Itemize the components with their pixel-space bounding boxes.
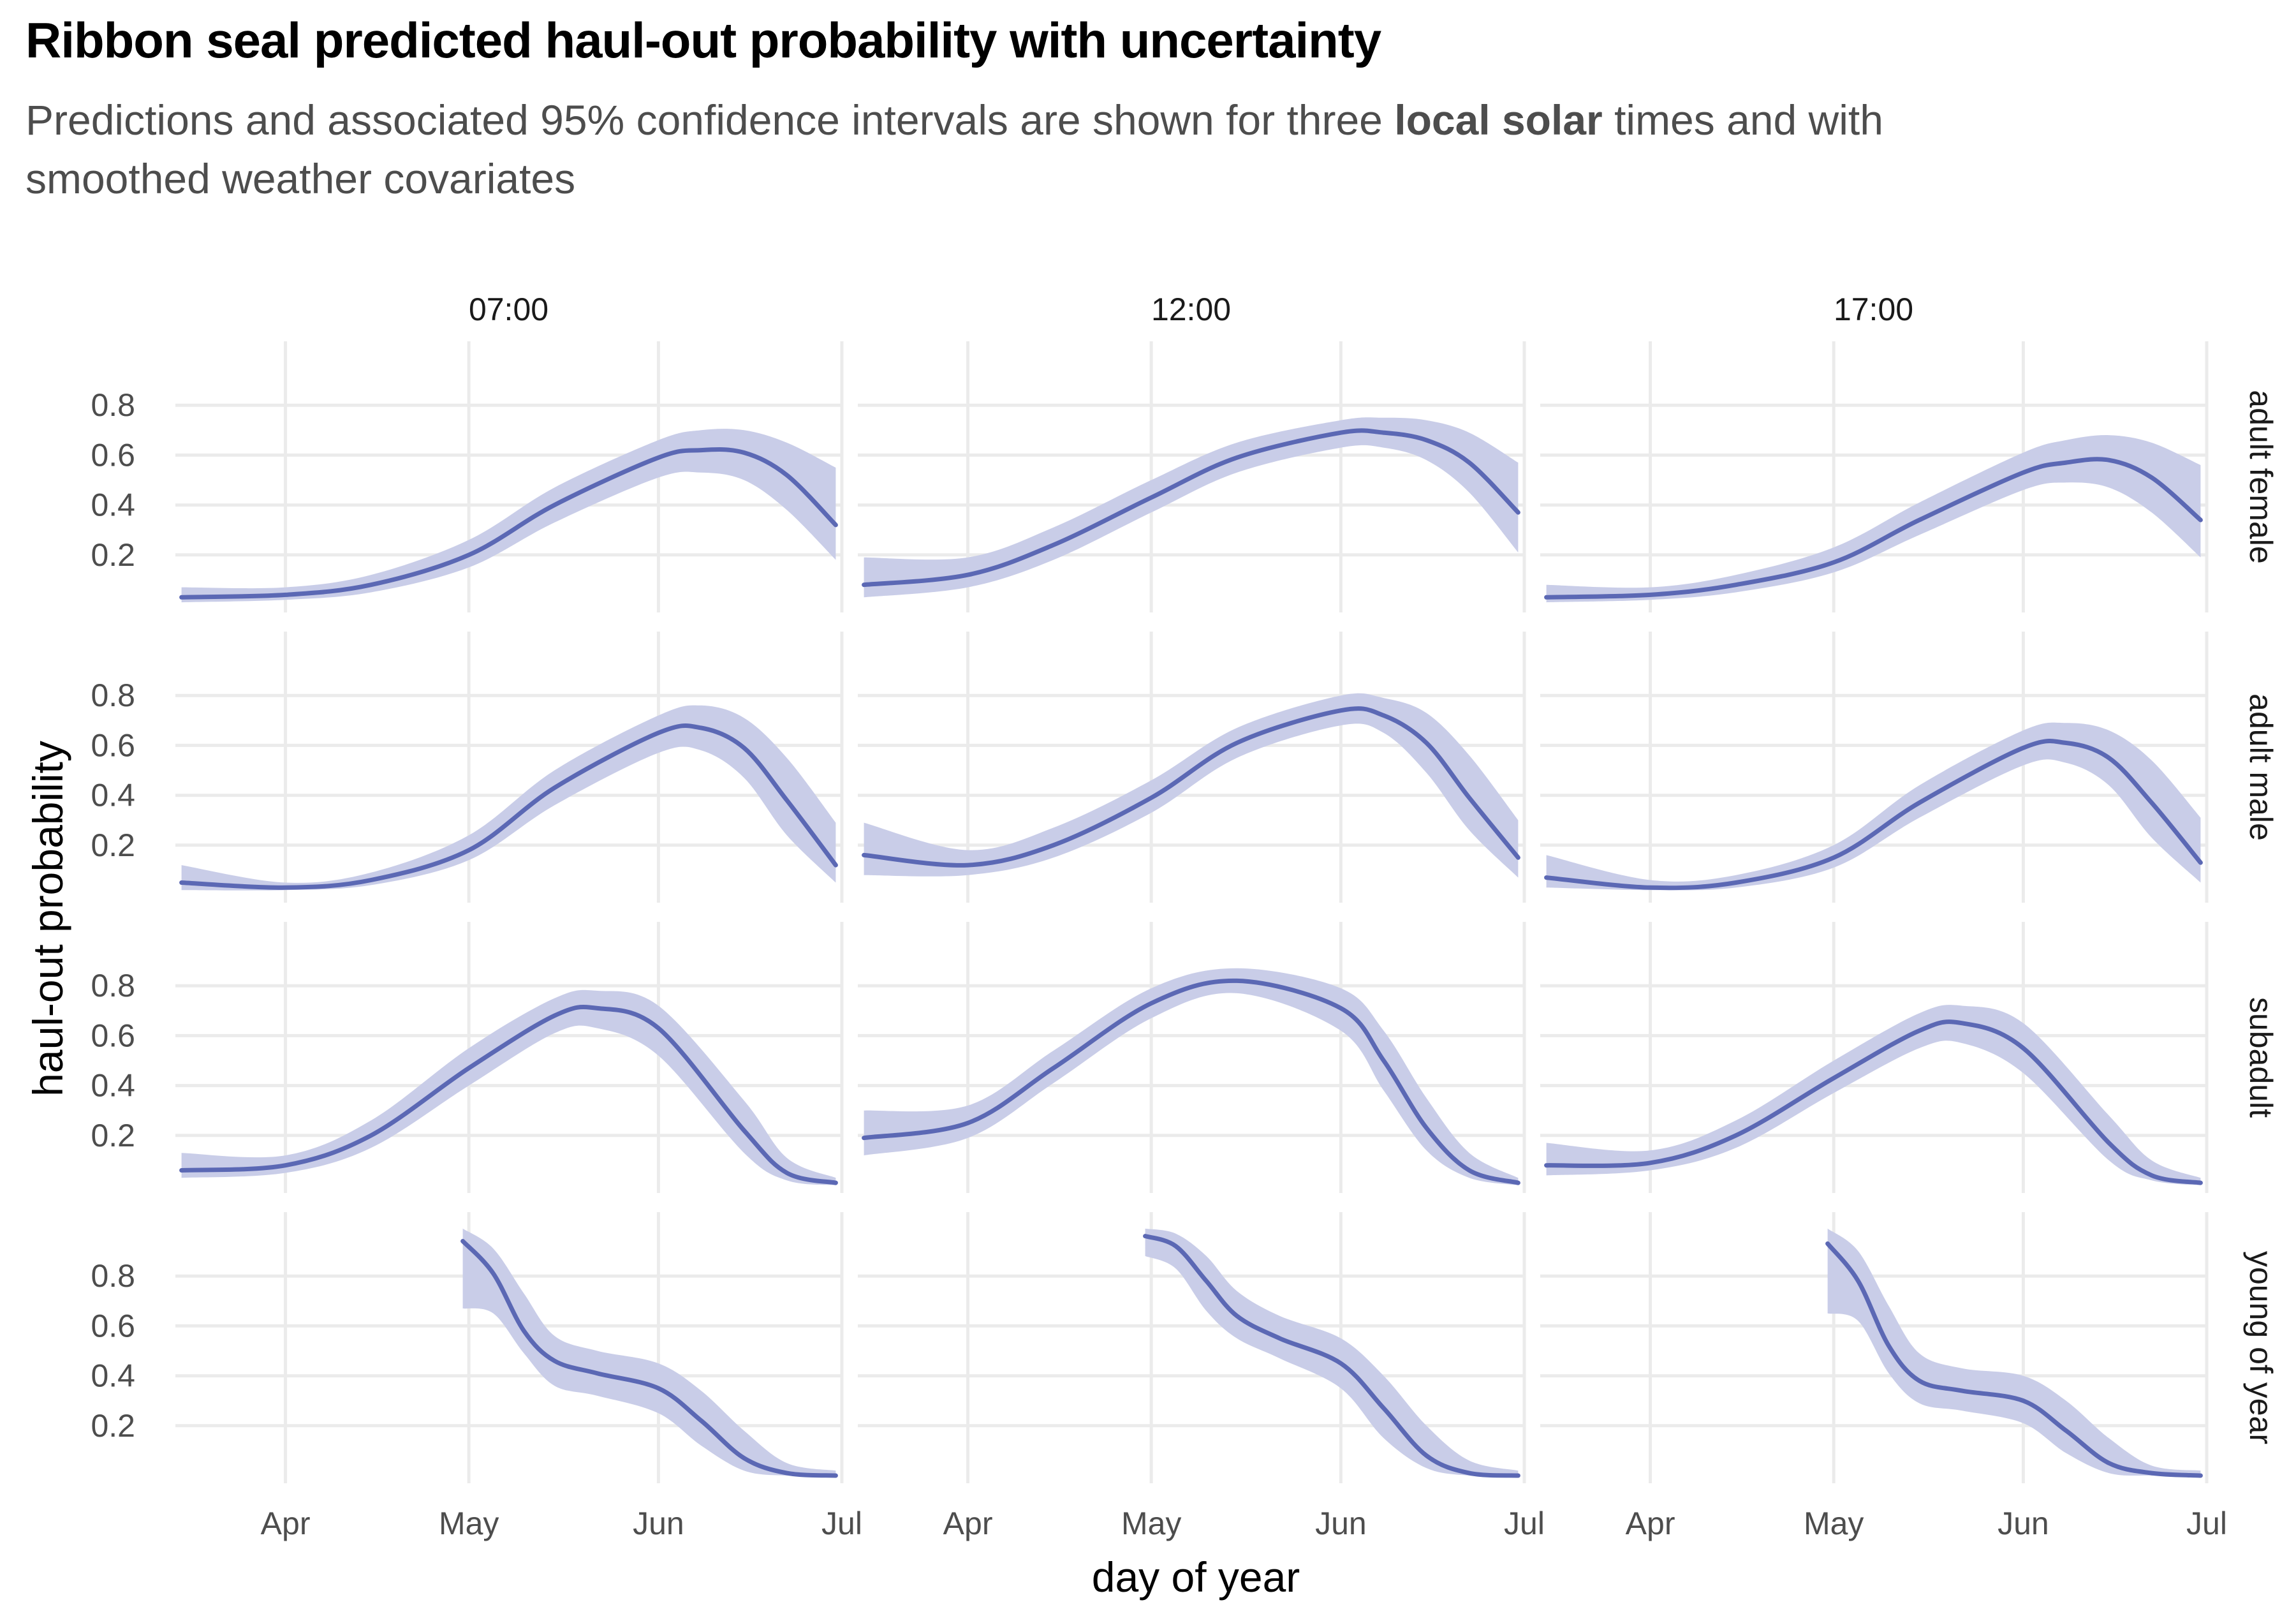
column-strip-label: 17:00 — [1834, 292, 1913, 327]
confidence-band — [181, 989, 836, 1185]
subtitle-text-end: times and with smoothed weather covariat… — [26, 96, 1883, 202]
confidence-band — [864, 693, 1519, 878]
panel-adult-female-07-00 — [175, 341, 844, 612]
series-line — [862, 978, 1520, 1185]
panel-subadult-12-00 — [858, 922, 1526, 1193]
row-strip-label: young of year — [2243, 1251, 2279, 1444]
confidence-band — [1827, 1228, 2201, 1476]
x-tick-label: May — [439, 1506, 499, 1541]
y-axis-title: haul-out probability — [24, 741, 71, 1097]
y-tick-label: 0.2 — [91, 537, 135, 573]
panel-young-of-year-17-00 — [1540, 1212, 2209, 1483]
series-line — [179, 447, 838, 600]
x-tick-label: Apr — [943, 1506, 993, 1541]
chart-title: Ribbon seal predicted haul-out probabili… — [26, 12, 1381, 68]
y-tick-label: 0.4 — [91, 1068, 135, 1104]
series-line — [179, 1005, 838, 1185]
confidence-band — [1546, 1005, 2201, 1185]
series-line — [1544, 457, 2203, 600]
series-line — [179, 723, 838, 890]
row-strip-label: adult male — [2243, 693, 2279, 841]
y-tick-label: 0.4 — [91, 778, 135, 813]
x-tick-label: Apr — [1626, 1506, 1675, 1541]
chart-subtitle: Predictions and associated 95% confidenc… — [26, 91, 2003, 208]
panel-young-of-year-12-00 — [858, 1212, 1526, 1483]
confidence-band — [1546, 722, 2201, 891]
confidence-band — [1546, 435, 2201, 603]
y-tick-label: 0.2 — [91, 1118, 135, 1153]
confidence-band — [181, 705, 836, 891]
subtitle-text-bold: local solar — [1394, 96, 1603, 144]
y-tick-label: 0.8 — [91, 678, 135, 713]
panel-adult-female-12-00 — [858, 341, 1526, 612]
x-tick-label: Jun — [633, 1506, 684, 1541]
confidence-band — [462, 1228, 836, 1476]
series-line — [1143, 1234, 1520, 1478]
y-tick-label: 0.4 — [91, 1358, 135, 1394]
panel-young-of-year-07-00 — [175, 1212, 844, 1483]
panel-adult-male-12-00 — [858, 632, 1526, 903]
row-strip-label: adult female — [2243, 390, 2279, 563]
panel-adult-male-17-00 — [1540, 632, 2209, 903]
y-tick-label: 0.4 — [91, 487, 135, 523]
subtitle-text-start: Predictions and associated 95% confidenc… — [26, 96, 1395, 144]
y-tick-label: 0.2 — [91, 1408, 135, 1444]
x-tick-label: Jul — [1504, 1506, 1545, 1541]
x-tick-label: Jul — [2186, 1506, 2227, 1541]
y-tick-label: 0.2 — [91, 827, 135, 863]
panel-adult-male-07-00 — [175, 632, 844, 903]
row-strip-label: subadult — [2243, 997, 2279, 1118]
y-tick-label: 0.6 — [91, 1018, 135, 1053]
y-tick-label: 0.6 — [91, 437, 135, 473]
y-tick-label: 0.6 — [91, 1308, 135, 1344]
x-tick-label: Jul — [821, 1506, 862, 1541]
x-tick-label: Jun — [1998, 1506, 2049, 1541]
panel-subadult-07-00 — [175, 922, 844, 1193]
confidence-band — [864, 417, 1519, 598]
y-tick-label: 0.8 — [91, 387, 135, 423]
confidence-band — [1145, 1228, 1519, 1476]
series-line — [1544, 1019, 2203, 1185]
confidence-band — [864, 968, 1519, 1185]
series-line — [862, 428, 1520, 588]
x-tick-label: May — [1804, 1506, 1864, 1541]
y-tick-label: 0.8 — [91, 1258, 135, 1294]
y-tick-label: 0.6 — [91, 727, 135, 763]
series-line — [460, 1239, 838, 1478]
y-tick-label: 0.8 — [91, 968, 135, 1003]
x-tick-label: Jun — [1315, 1506, 1367, 1541]
confidence-band — [181, 429, 836, 603]
series-line — [862, 706, 1520, 868]
column-strip-label: 07:00 — [469, 292, 548, 327]
x-tick-label: Apr — [261, 1506, 311, 1541]
x-tick-label: May — [1121, 1506, 1181, 1541]
panel-subadult-17-00 — [1540, 922, 2209, 1193]
column-strip-label: 12:00 — [1151, 292, 1231, 327]
series-line — [1544, 739, 2203, 891]
x-axis-title: day of year — [1092, 1553, 1300, 1601]
series-line — [1825, 1241, 2203, 1478]
panel-adult-female-17-00 — [1540, 341, 2209, 612]
